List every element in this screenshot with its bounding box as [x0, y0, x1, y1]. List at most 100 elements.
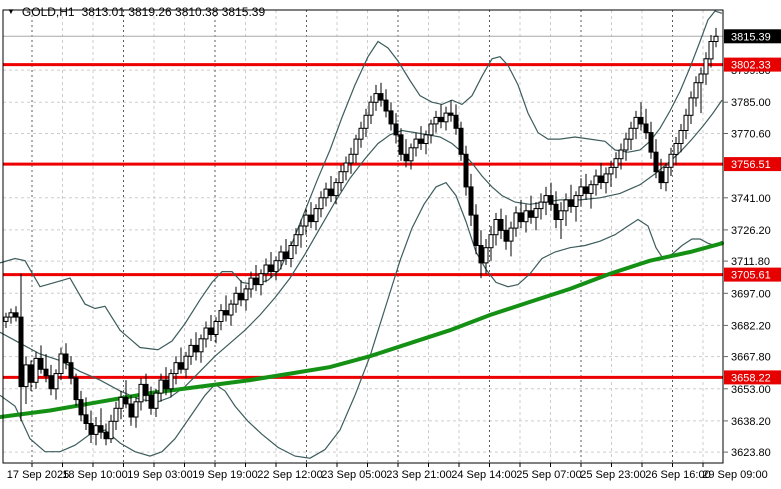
candle	[633, 110, 639, 140]
price-tick-label: 3638.20	[731, 416, 771, 428]
candle	[553, 191, 559, 229]
candle	[668, 147, 674, 176]
candle	[623, 132, 629, 161]
candle	[373, 84, 379, 111]
candle	[493, 212, 499, 246]
price-tick-label: 3667.80	[731, 352, 771, 364]
price-tick-label: 3770.60	[731, 129, 771, 141]
indicator-lines	[0, 10, 724, 459]
candle	[278, 245, 284, 270]
level-price-badge	[724, 57, 781, 72]
candle	[33, 351, 39, 389]
plot-border	[2, 9, 724, 464]
time-axis-ticks	[31, 463, 704, 467]
candle	[233, 286, 239, 313]
candle	[198, 334, 204, 363]
candle	[123, 380, 129, 409]
candle	[113, 401, 119, 430]
candle	[138, 377, 144, 411]
candle	[298, 219, 304, 248]
candle	[663, 163, 669, 192]
candle	[13, 306, 19, 322]
candle	[403, 139, 409, 168]
candle	[678, 124, 684, 153]
candle	[428, 119, 434, 144]
level-price-badge-label: 3705.61	[731, 270, 771, 282]
candle	[133, 397, 139, 428]
candle	[263, 258, 269, 283]
candle	[613, 152, 619, 179]
candle	[3, 312, 9, 328]
level-price-badge	[724, 370, 781, 385]
moving-average-line	[0, 241, 724, 419]
price-tick-label: 3682.20	[731, 320, 771, 332]
candle	[398, 128, 404, 161]
candle	[203, 321, 209, 348]
candle	[333, 178, 339, 205]
candle	[483, 239, 489, 274]
level-price-badge-label: 3658.22	[731, 372, 771, 384]
candle	[573, 191, 579, 222]
candle	[603, 167, 609, 194]
time-tick-label: 23 Sep 21:00	[386, 469, 451, 481]
price-axis[interactable]: 3799.803785.003770.603741.003726.203711.…	[723, 65, 771, 459]
candle	[438, 104, 444, 129]
candle	[143, 373, 149, 402]
candle	[558, 202, 564, 239]
candle	[568, 184, 574, 213]
candle	[303, 208, 309, 235]
candle	[323, 182, 329, 207]
candle	[498, 208, 504, 239]
price-badges: 3802.33 3756.51 3705.61 3658.22 3815.39	[724, 29, 781, 385]
candlesticks[interactable]	[3, 27, 719, 446]
candle	[593, 169, 599, 196]
time-tick-label: 25 Sep 23:00	[580, 469, 645, 481]
candle	[18, 273, 24, 422]
candle	[383, 89, 389, 118]
candle	[708, 35, 714, 68]
candle	[73, 373, 79, 407]
candle	[258, 269, 264, 296]
candle	[118, 390, 124, 420]
candle	[638, 102, 644, 131]
candle	[48, 364, 54, 396]
candle	[168, 369, 174, 398]
candle	[348, 147, 354, 174]
candle	[618, 143, 624, 170]
candle	[83, 397, 89, 430]
candle	[463, 145, 469, 196]
candle	[393, 113, 399, 144]
candle	[413, 132, 419, 157]
time-tick-label: 17 Sep 2025	[7, 469, 69, 481]
time-tick-label: 24 Sep 14:00	[451, 469, 516, 481]
candle	[453, 104, 459, 135]
candle	[78, 390, 84, 422]
candle	[523, 204, 529, 233]
candle	[648, 121, 654, 159]
candle	[543, 186, 549, 216]
candle	[108, 414, 114, 443]
candle	[448, 100, 454, 122]
candle	[458, 121, 464, 161]
candle	[313, 204, 319, 231]
candle	[88, 410, 94, 443]
candle	[128, 395, 134, 426]
candle	[183, 351, 189, 378]
level-price-badge-label: 3802.33	[731, 60, 771, 72]
candle	[443, 106, 449, 131]
symbol-dropdown-icon[interactable]: ▼	[7, 7, 15, 16]
time-tick-label: 19 Sep 03:00	[127, 469, 192, 481]
bollinger-lower-band	[0, 181, 723, 459]
candle	[353, 134, 359, 163]
level-price-badge-label: 3756.51	[731, 159, 771, 171]
level-price-badge	[724, 157, 781, 172]
candle	[363, 108, 369, 137]
candle	[53, 369, 59, 400]
candle	[173, 356, 179, 385]
candle	[213, 317, 219, 344]
candle	[598, 163, 604, 190]
candle	[583, 173, 589, 200]
current-price-badge-label: 3815.39	[731, 31, 771, 43]
